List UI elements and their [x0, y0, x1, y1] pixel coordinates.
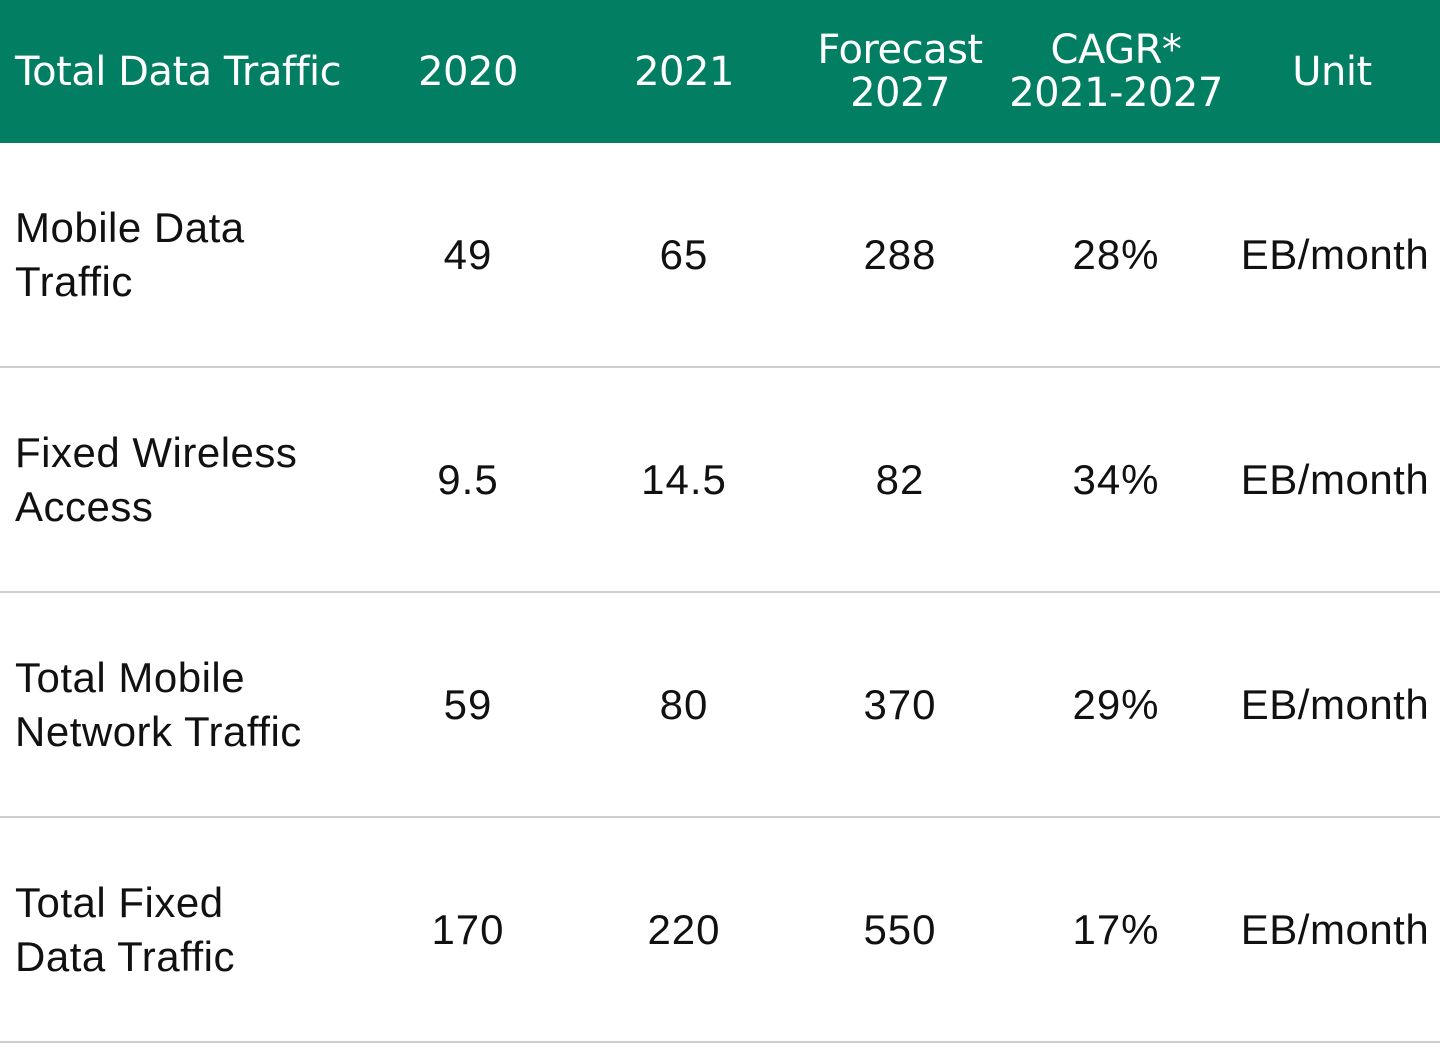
- cell-2021: 220: [576, 906, 792, 954]
- value-2021: 14.5: [641, 455, 727, 503]
- table-row: Mobile Data Traffic 49 65 288 28% EB/mon…: [0, 143, 1440, 368]
- header-forecast-line1: Forecast: [817, 26, 983, 73]
- cell-2021: 65: [576, 231, 792, 279]
- value-2020: 49: [443, 230, 493, 278]
- row-label-cell: Fixed Wireless Access: [0, 426, 360, 534]
- header-unit-text: Unit: [1292, 48, 1372, 95]
- header-cell-label: Total Data Traffic: [0, 50, 360, 94]
- value-unit: EB/month: [1240, 680, 1430, 728]
- cell-unit: EB/month: [1224, 231, 1440, 279]
- value-forecast-2027: 82: [875, 455, 925, 503]
- header-forecast-line2: 2027: [850, 69, 950, 116]
- header-cell-unit: Unit: [1224, 50, 1440, 94]
- header-2020-text: 2020: [418, 48, 518, 95]
- value-cagr: 17%: [1072, 905, 1160, 953]
- row-label: Mobile Data Traffic: [15, 203, 245, 305]
- cell-cagr: 28%: [1008, 231, 1224, 279]
- row-label: Fixed Wireless Access: [15, 428, 298, 530]
- value-forecast-2027: 550: [863, 905, 937, 953]
- value-2020: 9.5: [437, 455, 499, 503]
- cell-cagr: 34%: [1008, 456, 1224, 504]
- header-label-text: Total Data Traffic: [15, 48, 342, 95]
- value-cagr: 29%: [1072, 680, 1160, 728]
- cell-forecast: 82: [792, 456, 1008, 504]
- header-cell-forecast: Forecast 2027: [792, 26, 1008, 116]
- value-2021: 220: [647, 905, 721, 953]
- row-label-cell: Mobile Data Traffic: [0, 201, 360, 309]
- value-2020: 170: [431, 905, 505, 953]
- cell-forecast: 370: [792, 681, 1008, 729]
- cell-cagr: 17%: [1008, 906, 1224, 954]
- cell-unit: EB/month: [1224, 456, 1440, 504]
- cell-unit: EB/month: [1224, 681, 1440, 729]
- cell-2020: 59: [360, 681, 576, 729]
- table-row: Total Mobile Network Traffic 59 80 370 2…: [0, 593, 1440, 818]
- cell-2020: 170: [360, 906, 576, 954]
- value-unit: EB/month: [1240, 230, 1430, 278]
- cell-forecast: 288: [792, 231, 1008, 279]
- value-forecast-2027: 370: [863, 680, 937, 728]
- cell-forecast: 550: [792, 906, 1008, 954]
- cell-2020: 49: [360, 231, 576, 279]
- header-cell-2020: 2020: [360, 50, 576, 94]
- header-cagr-line2: 2021-2027: [1009, 69, 1223, 116]
- cell-2020: 9.5: [360, 456, 576, 504]
- value-2020: 59: [443, 680, 493, 728]
- header-cell-2021: 2021: [576, 50, 792, 94]
- table-row: Total Fixed Data Traffic 170 220 550 17%…: [0, 818, 1440, 1043]
- row-label-cell: Total Fixed Data Traffic: [0, 876, 360, 984]
- value-unit: EB/month: [1240, 455, 1430, 503]
- cell-unit: EB/month: [1224, 906, 1440, 954]
- row-label-cell: Total Mobile Network Traffic: [0, 651, 360, 759]
- row-label: Total Mobile Network Traffic: [15, 653, 302, 755]
- table-header: Total Data Traffic 2020 2021 Forecast 20…: [0, 0, 1440, 143]
- value-unit: EB/month: [1240, 905, 1430, 953]
- value-cagr: 34%: [1072, 455, 1160, 503]
- table-row: Fixed Wireless Access 9.5 14.5 82 34% EB…: [0, 368, 1440, 593]
- header-cagr-line1: CAGR*: [1050, 26, 1182, 73]
- value-2021: 65: [659, 230, 709, 278]
- value-forecast-2027: 288: [863, 230, 937, 278]
- cell-2021: 14.5: [576, 456, 792, 504]
- header-2021-text: 2021: [634, 48, 734, 95]
- cell-cagr: 29%: [1008, 681, 1224, 729]
- header-cell-cagr: CAGR* 2021-2027: [1008, 26, 1224, 116]
- cell-2021: 80: [576, 681, 792, 729]
- value-2021: 80: [659, 680, 709, 728]
- row-label: Total Fixed Data Traffic: [15, 878, 235, 980]
- value-cagr: 28%: [1072, 230, 1160, 278]
